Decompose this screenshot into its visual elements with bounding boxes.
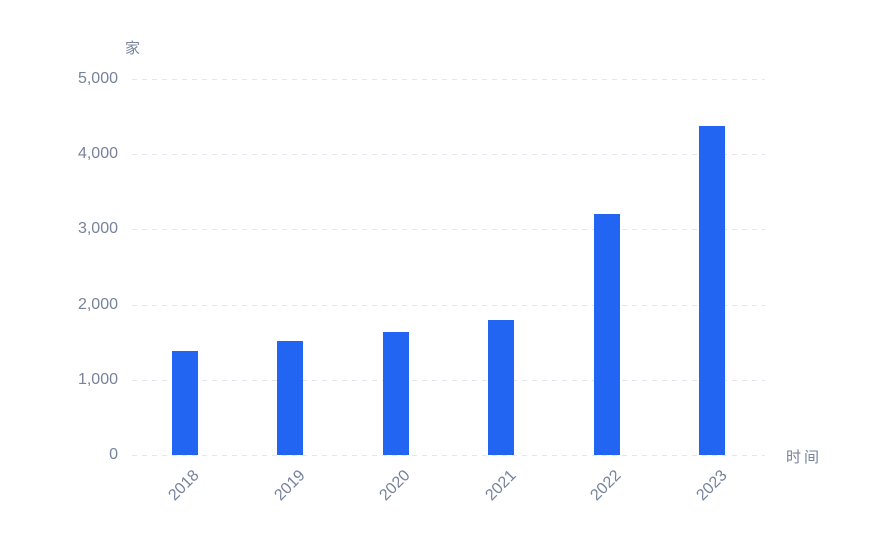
y-tick-label-2000: 2,000 [77,295,118,313]
y-tick-label-1000: 1,000 [77,370,118,388]
bar-2021[interactable] [488,320,515,455]
gridline-5000 [132,79,765,80]
y-tick-label-4000: 4,000 [77,145,118,163]
bar-2018[interactable] [171,351,198,455]
gridline-0 [132,455,765,456]
x-tick-label-2018: 2018 [165,467,203,505]
gridline-2000 [132,304,765,306]
y-tick-label-0: 0 [109,446,118,463]
x-tick-label-2020: 2020 [376,467,414,505]
x-axis-title: 时间 [786,449,823,466]
x-tick-label-2023: 2023 [693,467,731,505]
bar-2019[interactable] [277,341,304,455]
gridline-4000 [132,154,765,156]
y-tick-label-3000: 3,000 [77,220,118,238]
x-tick-label-2021: 2021 [482,467,520,505]
bar-2020[interactable] [382,332,409,455]
plot-area [132,79,765,456]
x-tick-label-2022: 2022 [587,467,625,505]
bar-2023[interactable] [699,125,726,455]
bar-2022[interactable] [593,214,620,455]
gridline-3000 [132,229,765,231]
y-tick-label-5000: 5,000 [77,70,118,87]
y-axis-unit-label: 家 [125,40,141,57]
gridline-1000 [132,379,765,381]
x-tick-label-2019: 2019 [271,467,309,505]
